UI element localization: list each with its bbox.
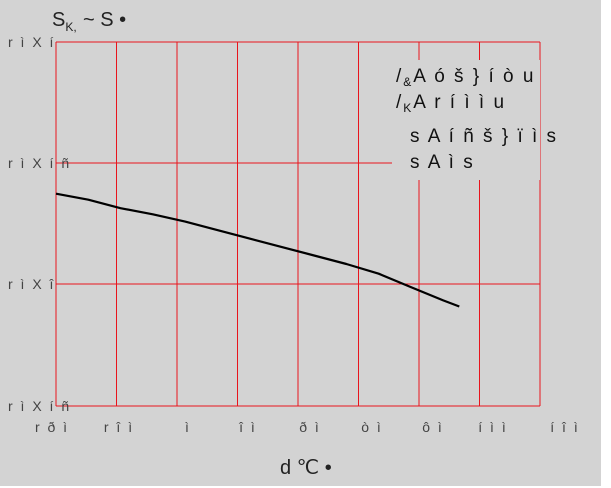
x-tick-label: í ì ì [478,419,507,435]
series-group [55,192,460,308]
legend-line-4: s A ì s [410,152,475,173]
x-axis-label: d ℃ • [280,457,332,479]
x-tick-label: ô ì [422,419,444,435]
legend-line-3: s A í ñ š } ï ì s [410,126,558,147]
legend: /&A ó š } í ò u /KA r í ì ì u s A í ñ š … [392,60,558,180]
legend-background [392,60,540,180]
y-tick-labels: r ì X í ñ r ì X î r ì X í ñ r ì X í [8,34,71,414]
grid-lines [55,41,541,407]
y-tick-label: r ì X í ñ [8,155,71,171]
x-tick-label: ì [185,419,191,435]
legend-line-2: /KA r í ì ì u [396,92,506,115]
x-tick-label: r ð ì [35,419,69,435]
y-tick-label: r ì X í ñ [8,398,71,414]
y-tick-label: r ì X í [8,34,55,50]
x-tick-label: r î ì [104,419,134,435]
x-tick-label: ð ì [299,419,321,435]
x-tick-label: î ì [238,419,257,435]
series-line [55,192,460,308]
y-tick-label: r ì X î [8,276,55,292]
y-axis-label: SK, ~ S • [52,9,126,34]
x-tick-label: ò ì [361,419,383,435]
legend-line-1: /&A ó š } í ò u [396,66,535,89]
x-tick-label: í î ì [550,419,579,435]
